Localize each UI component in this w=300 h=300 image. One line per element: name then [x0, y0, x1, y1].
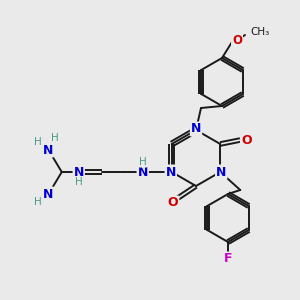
Text: O: O	[232, 34, 242, 46]
Text: N: N	[43, 188, 53, 200]
Text: F: F	[224, 253, 232, 266]
Text: N: N	[191, 122, 201, 136]
Text: H: H	[34, 197, 42, 207]
Text: N: N	[138, 166, 148, 178]
Text: N: N	[74, 166, 84, 178]
Text: N: N	[166, 166, 176, 178]
Text: H: H	[51, 133, 59, 143]
Text: N: N	[43, 143, 53, 157]
Text: O: O	[241, 134, 252, 146]
Text: CH₃: CH₃	[250, 27, 269, 37]
Text: H: H	[139, 157, 147, 167]
Text: H: H	[34, 137, 42, 147]
Text: H: H	[75, 177, 82, 187]
Text: N: N	[216, 166, 226, 178]
Text: O: O	[168, 196, 178, 209]
